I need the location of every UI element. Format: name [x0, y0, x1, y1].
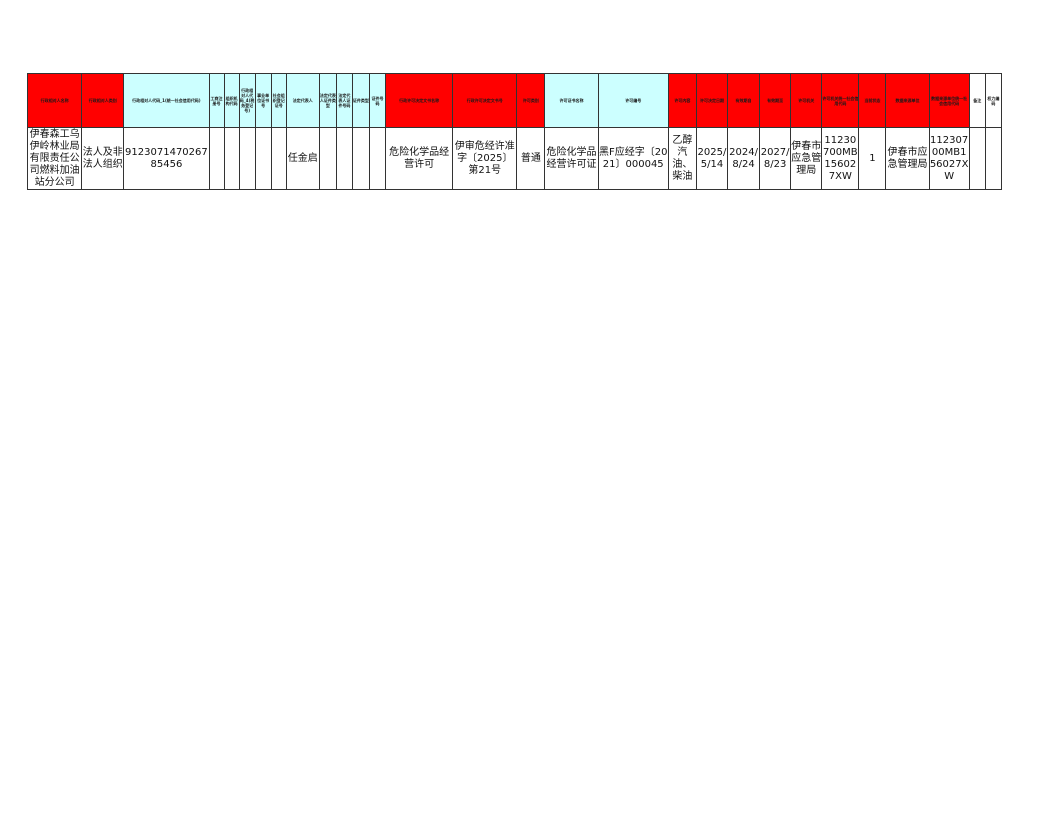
header-cell: 工商注册号: [208, 73, 225, 128]
header-cell: 行政相对人代码_1(统一社会信用代码): [123, 73, 210, 128]
header-cell: 许可机关: [790, 73, 823, 128]
header-cell: 行政相对人名称: [26, 73, 83, 128]
table-cell: 2027/8/23: [759, 127, 792, 190]
table-cell: 法人及非法人组织: [81, 127, 125, 190]
table-row: 伊春森工乌伊岭林业局有限责任公司燃料加油站分公司 法人及非法人组织 91230714…: [26, 127, 1003, 190]
table-cell: [984, 127, 1003, 190]
header-cell: 许可内容: [667, 73, 697, 128]
table-cell: [351, 127, 370, 190]
header-cell: 许可编号: [597, 73, 669, 128]
table-cell: 伊春市应急管理局: [885, 127, 930, 190]
header-cell: 许可证书名称: [544, 73, 599, 128]
header-cell: 行政许可决定文书号: [452, 73, 518, 128]
table-cell: 普通: [516, 127, 546, 190]
table-cell: [223, 127, 240, 190]
table-cell: [968, 127, 986, 190]
header-cell: 法定代表人证件类型: [318, 73, 337, 128]
table-cell: 危险化学品经营许可证: [544, 127, 599, 190]
table-cell: 任金启: [285, 127, 320, 190]
table-cell: [368, 127, 387, 190]
table-cell: [318, 127, 337, 190]
header-cell: 组织机构代码: [223, 73, 240, 128]
table-cell: 乙醇汽油、柴油: [667, 127, 697, 190]
header-cell: 行政许可决定文书名称: [384, 73, 454, 128]
header-cell: 行政相对人代码_4(税务登记号): [238, 73, 256, 128]
header-cell: 权力编码: [984, 73, 1003, 128]
header-cell: 社会组织登记证号: [270, 73, 287, 128]
header-cell: 有效期至: [759, 73, 792, 128]
table-cell: 危险化学品经营许可: [384, 127, 454, 190]
header-cell: 许可决定日期: [695, 73, 729, 128]
license-table: 行政相对人名称 行政相对人类别 行政相对人代码_1(统一社会信用代码) 工商注册号 组织…: [26, 73, 1003, 190]
header-cell: 有效期自: [726, 73, 761, 128]
header-row: 行政相对人名称 行政相对人类别 行政相对人代码_1(统一社会信用代码) 工商注册号 组织…: [26, 73, 1003, 128]
table-cell: 黑F应经字〔2021〕000045: [597, 127, 669, 190]
header-cell: 数据来源单位统一社会信用代码: [928, 73, 970, 128]
header-cell: 法定代表人证件号码: [335, 73, 353, 128]
header-cell: 证件号码: [368, 73, 387, 128]
table-body: 伊春森工乌伊岭林业局有限责任公司燃料加油站分公司 法人及非法人组织 91230714…: [26, 127, 1003, 190]
table-cell: 1: [858, 127, 887, 190]
table-cell: 伊审危经许准字〔2025〕第21号: [452, 127, 518, 190]
header-cell: 法定代表人: [285, 73, 320, 128]
header-cell: 证件类型: [351, 73, 370, 128]
table-cell: 912307147026785456: [123, 127, 210, 190]
table-cell: 伊春市应急管理局: [790, 127, 823, 190]
header-cell: 备注: [968, 73, 986, 128]
table-cell: [254, 127, 272, 190]
table-header: 行政相对人名称 行政相对人类别 行政相对人代码_1(统一社会信用代码) 工商注册号 组织…: [26, 73, 1003, 128]
table-cell: 2025/5/14: [695, 127, 729, 190]
table-cell: [270, 127, 287, 190]
table-cell: [335, 127, 353, 190]
table-cell: [238, 127, 256, 190]
table-cell: 伊春森工乌伊岭林业局有限责任公司燃料加油站分公司: [26, 127, 83, 190]
table-cell: 11230700MB156027XW: [928, 127, 970, 190]
header-cell: 行政相对人类别: [81, 73, 125, 128]
table-cell: 2024/8/24: [726, 127, 761, 190]
header-cell: 事业单位证书号: [254, 73, 272, 128]
header-cell: 许可类别: [516, 73, 546, 128]
table-cell: [208, 127, 225, 190]
header-cell: 许可机关统一社会信用代码: [821, 73, 860, 128]
table-cell: 11230700MB156027XW: [821, 127, 860, 190]
header-cell: 数据来源单位: [885, 73, 930, 128]
header-cell: 当前状态: [858, 73, 887, 128]
